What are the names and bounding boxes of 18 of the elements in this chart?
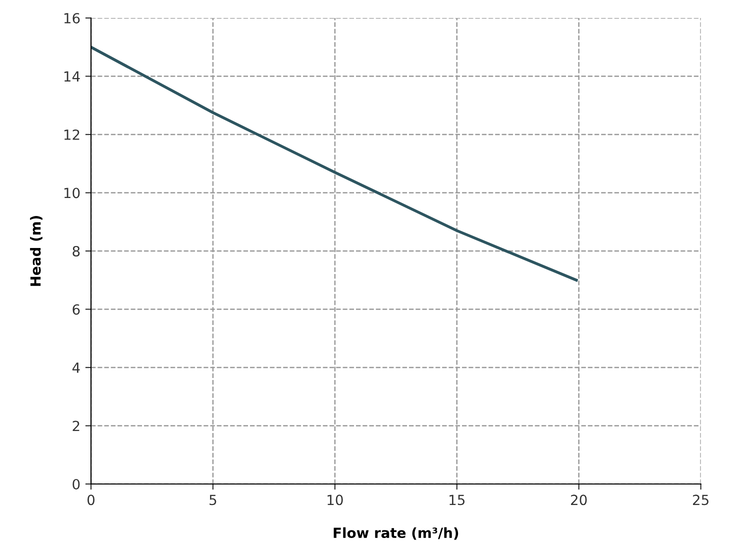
- x-axis-title: Flow rate (m³/h): [334, 527, 458, 540]
- x-tick-label: 15: [450, 494, 465, 506]
- y-tick-label: 0: [72, 478, 80, 490]
- x-tick-label: 20: [571, 494, 587, 506]
- y-tick-label: 14: [64, 71, 80, 82]
- y-tick-label: 6: [72, 304, 80, 315]
- x-tick-label: 0: [87, 494, 94, 506]
- y-tick-label: 12: [64, 129, 80, 140]
- y-axis-title: Head (m): [30, 216, 42, 286]
- y-tick-label: 8: [72, 246, 80, 256]
- y-tick-label: 16: [64, 12, 80, 24]
- x-tick-label: 25: [692, 494, 708, 506]
- x-tick-label: 5: [210, 494, 216, 506]
- y-tick-label: 2: [72, 420, 80, 432]
- y-tick-label: 10: [64, 188, 80, 198]
- line-series: [91, 46, 578, 282]
- y-tick-label: 4: [72, 362, 80, 373]
- x-tick-label: 10: [328, 494, 343, 506]
